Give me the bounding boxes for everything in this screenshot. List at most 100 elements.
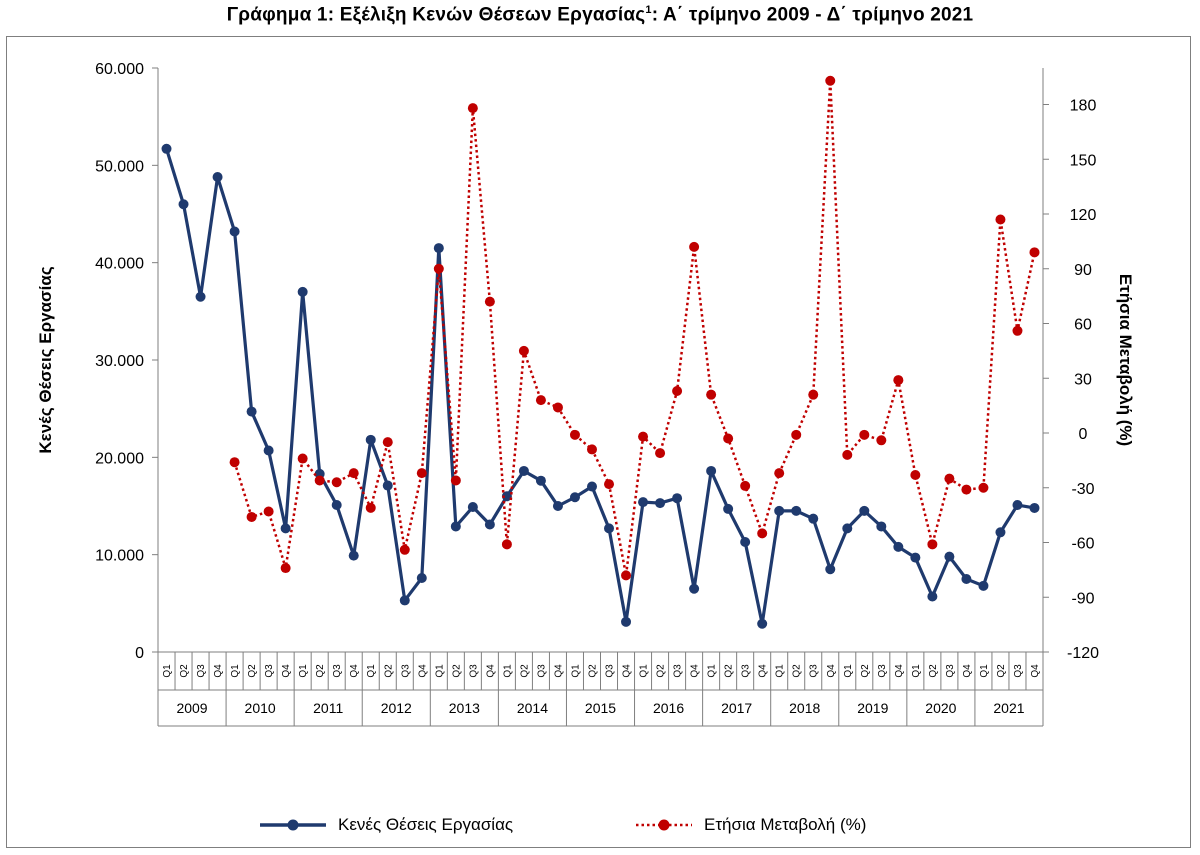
- data-point-vacancies: [1029, 502, 1040, 513]
- data-point-vacancies: [706, 465, 717, 476]
- data-point-vacancies: [178, 199, 189, 210]
- data-point-vacancies: [655, 498, 666, 509]
- y-right-tick-label: -120: [1067, 645, 1099, 662]
- quarter-label: Q4: [485, 664, 496, 678]
- data-point-vacancies: [229, 226, 240, 237]
- quarter-label: Q3: [877, 664, 888, 678]
- quarter-label: Q3: [741, 664, 752, 678]
- quarter-label: Q1: [162, 664, 173, 678]
- quarter-label: Q3: [196, 664, 207, 678]
- legend-item-annual-change: Ετήσια Μεταβολή (%): [634, 810, 866, 840]
- y-left-tick-label: 30.000: [95, 353, 144, 370]
- quarter-label: Q3: [673, 664, 684, 678]
- data-point-vacancies: [348, 550, 359, 561]
- quarter-label: Q2: [724, 664, 735, 678]
- data-point-annual-change: [859, 429, 870, 440]
- data-point-annual-change: [961, 484, 972, 495]
- y-right-tick-label: 60: [1074, 317, 1092, 334]
- data-point-vacancies: [484, 519, 495, 530]
- y-axis-right-title: Ετήσια Μεταβολή (%): [1116, 274, 1135, 446]
- quarter-label: Q1: [298, 664, 309, 678]
- quarter-label: Q1: [843, 664, 854, 678]
- quarter-label: Q4: [962, 664, 973, 678]
- quarter-label: Q2: [860, 664, 871, 678]
- data-point-annual-change: [433, 263, 444, 274]
- data-point-vacancies: [518, 465, 529, 476]
- quarter-label: Q2: [656, 664, 667, 678]
- year-label: 2021: [993, 700, 1024, 716]
- quarter-label: Q1: [366, 664, 377, 678]
- year-label: 2015: [585, 700, 616, 716]
- y-left-tick-label: 60.000: [95, 61, 144, 78]
- quarter-label: Q1: [230, 664, 241, 678]
- data-point-annual-change: [484, 296, 495, 307]
- quarter-label: Q3: [332, 664, 343, 678]
- quarter-label: Q1: [639, 664, 650, 678]
- data-point-vacancies: [978, 580, 989, 591]
- quarter-label: Q1: [775, 664, 786, 678]
- data-point-vacancies: [842, 523, 853, 534]
- data-point-annual-change: [995, 214, 1006, 225]
- y-left-tick-label: 10.000: [95, 548, 144, 565]
- y-right-tick-label: 30: [1074, 371, 1092, 388]
- legend-item-vacancies: Κενές Θέσεις Εργασίας: [258, 810, 513, 840]
- quarter-label: Q4: [349, 664, 360, 678]
- quarter-label: Q1: [911, 664, 922, 678]
- y-right-tick-label: 150: [1070, 152, 1097, 169]
- data-point-annual-change: [978, 482, 989, 493]
- quarter-label: Q2: [996, 664, 1007, 678]
- data-point-vacancies: [246, 406, 257, 417]
- series-line-annual-change: [233, 79, 1036, 577]
- data-point-annual-change: [927, 539, 938, 550]
- data-point-vacancies: [774, 505, 785, 516]
- quarter-label: Q2: [519, 664, 530, 678]
- y-right-tick-label: 0: [1079, 426, 1088, 443]
- data-point-vacancies: [995, 527, 1006, 538]
- data-point-annual-change: [655, 448, 666, 459]
- quarter-label: Q4: [826, 664, 837, 678]
- data-point-annual-change: [757, 528, 768, 539]
- data-point-annual-change: [280, 563, 291, 574]
- quarter-label: Q2: [179, 664, 190, 678]
- data-point-annual-change: [348, 468, 359, 479]
- data-point-annual-change: [893, 375, 904, 386]
- quarter-label: Q2: [247, 664, 258, 678]
- quarter-label: Q2: [451, 664, 462, 678]
- data-point-annual-change: [842, 449, 853, 460]
- data-point-vacancies: [195, 291, 206, 302]
- data-point-annual-change: [229, 457, 240, 468]
- data-point-annual-change: [638, 431, 649, 442]
- y-right-tick-label: 90: [1074, 262, 1092, 279]
- data-point-vacancies: [161, 143, 172, 154]
- data-point-vacancies: [638, 497, 649, 508]
- year-label: 2020: [925, 700, 956, 716]
- quarter-label: Q4: [417, 664, 428, 678]
- data-point-annual-change: [501, 539, 512, 550]
- data-point-annual-change: [416, 468, 427, 479]
- data-point-vacancies: [331, 500, 342, 511]
- data-point-vacancies: [569, 492, 580, 503]
- axes-layer: 0 10.000 20.000 30.000 40.000 50.000 60.000 -12…: [36, 61, 1135, 727]
- data-point-vacancies: [893, 541, 904, 552]
- data-point-vacancies: [263, 445, 274, 456]
- data-point-vacancies: [297, 286, 308, 297]
- year-label: 2014: [517, 700, 548, 716]
- data-point-annual-change: [672, 386, 683, 397]
- quarter-label: Q2: [792, 664, 803, 678]
- data-point-vacancies: [621, 616, 632, 627]
- data-point-annual-change: [467, 103, 478, 114]
- quarter-label: Q4: [894, 664, 905, 678]
- quarter-label: Q4: [281, 664, 292, 678]
- data-point-annual-change: [365, 502, 376, 513]
- year-label: 2012: [381, 700, 412, 716]
- data-point-annual-change: [604, 479, 615, 490]
- data-point-vacancies: [825, 564, 836, 575]
- quarter-label: Q4: [690, 664, 701, 678]
- data-point-vacancies: [740, 537, 751, 548]
- year-label: 2018: [789, 700, 820, 716]
- data-point-annual-change: [552, 402, 563, 413]
- data-point-vacancies: [467, 501, 478, 512]
- year-label: 2010: [245, 700, 276, 716]
- chart-title: Γράφημα 1: Εξέλιξη Κενών Θέσεων Εργασίας…: [226, 4, 974, 26]
